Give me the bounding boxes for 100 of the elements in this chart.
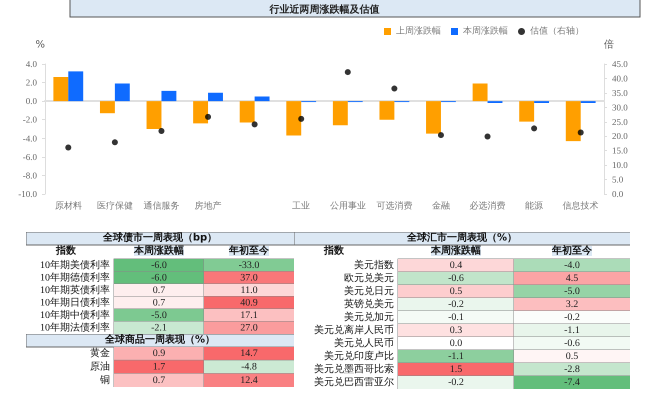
- y-tick-label: 美元兑人民币: [334, 337, 394, 349]
- x-tick-label: 信息技术: [562, 200, 599, 212]
- x-tick-label: 必选消费: [470, 200, 506, 212]
- chart-title: 行业近两周涨跌幅及估值: [268, 4, 380, 16]
- data-label: -4.8: [241, 362, 257, 372]
- data-label: 0.7: [152, 374, 166, 386]
- y-tick-label: 10年期日债利率: [40, 296, 110, 308]
- y-axis-title: %: [35, 40, 45, 50]
- data-label: -2.1: [151, 322, 167, 334]
- y2-tick-label: 5.0: [612, 174, 624, 185]
- y-tick-label: -6.0: [22, 152, 38, 162]
- data-label: 4.5: [566, 273, 578, 284]
- legend-label: 上周涨跌幅: [396, 26, 441, 36]
- y-tick-label: 欧元兑美元: [344, 272, 394, 284]
- x-tick-label: 本周涨跌幅: [430, 244, 481, 256]
- y-axis-title: 指数: [323, 244, 345, 256]
- data-label: -5.0: [564, 286, 580, 297]
- data-label: -33.0: [238, 260, 260, 271]
- data-label: 1.5: [450, 364, 462, 375]
- y2-tick-label: 35.0: [612, 88, 628, 98]
- data-label: -0.6: [564, 338, 580, 349]
- legend-label: 估值（右轴）: [530, 26, 584, 36]
- y-tick-label: 美元兑加元: [344, 311, 394, 323]
- y-tick-label: 10年期中债利率: [40, 308, 110, 321]
- y-tick-label: 0.0: [26, 96, 38, 106]
- chart-title: 全球债市一周表现（bp）: [102, 232, 218, 244]
- data-label: 0.5: [450, 286, 462, 297]
- x-tick-label: 能源: [525, 200, 544, 212]
- data-label: -6.0: [151, 260, 167, 271]
- y-tick-label: -10.0: [18, 189, 38, 199]
- data-label: 37.0: [240, 272, 258, 284]
- y-tick-label: 美元兑墨西哥比索: [314, 363, 394, 375]
- data-label: 0.9: [152, 348, 166, 360]
- data-label: 27.0: [240, 322, 258, 334]
- x-tick-label: 年初至今: [228, 244, 270, 256]
- data-label: 14.7: [240, 348, 258, 360]
- data-label: 12.4: [240, 374, 258, 386]
- y-tick-label: 10年期英债利率: [40, 284, 110, 296]
- data-label: 0.7: [152, 297, 166, 308]
- x-tick-label: 年初至今: [551, 244, 593, 256]
- y2-axis-title: 倍: [604, 38, 614, 50]
- data-label: -0.2: [448, 377, 464, 388]
- y-tick-label: 美元指数: [354, 259, 394, 271]
- y2-tick-label: 40.0: [612, 73, 628, 84]
- data-label: -7.4: [564, 377, 580, 388]
- chart-title: 全球汇市一周表现（%）: [406, 232, 518, 244]
- data-label: 17.1: [240, 310, 258, 321]
- data-label: -0.2: [564, 312, 580, 323]
- x-tick-label: 原材料: [54, 200, 82, 212]
- x-tick-label: 通信服务: [143, 200, 180, 212]
- data-label: 0.3: [450, 325, 462, 336]
- y-tick-label: 10年期德债利率: [40, 271, 110, 284]
- y2-tick-label: 45.0: [612, 59, 628, 69]
- y2-tick-label: 20.0: [612, 131, 628, 142]
- data-label: -2.8: [564, 364, 580, 375]
- y-tick-label: 美元兑印度卢比: [324, 350, 394, 362]
- x-tick-label: 本周涨跌幅: [133, 244, 184, 256]
- y-tick-label: 美元兑离岸人民币: [314, 324, 394, 336]
- data-label: -6.0: [151, 272, 167, 284]
- y2-tick-label: 0.0: [612, 189, 624, 199]
- y-tick-label: 黄金: [90, 347, 110, 360]
- data-label: 40.9: [240, 297, 258, 308]
- data-label: -0.6: [448, 273, 464, 284]
- data-label: 11.0: [240, 284, 258, 296]
- data-label: -0.2: [448, 299, 464, 310]
- x-tick-label: 金融: [432, 200, 450, 212]
- y-tick-label: 美元兑日元: [344, 285, 394, 297]
- data-label: 0.7: [152, 284, 166, 296]
- y2-tick-label: 30.0: [612, 102, 628, 112]
- y-tick-label: 4.0: [26, 59, 38, 69]
- data-label: 3.2: [566, 299, 578, 310]
- data-label: -0.1: [448, 312, 464, 323]
- y-tick-label: 10年期法债利率: [40, 321, 110, 334]
- y-axis-title: 指数: [55, 244, 77, 256]
- x-tick-label: 可选消费: [376, 200, 412, 212]
- y-tick-label: -8.0: [22, 170, 38, 180]
- x-tick-label: 医疗保健: [96, 200, 133, 212]
- y2-tick-label: 10.0: [612, 160, 628, 170]
- data-label: -4.0: [564, 260, 580, 271]
- x-tick-label: 工业: [292, 200, 310, 212]
- y-tick-label: 美元兑巴西雷亚尔: [314, 376, 394, 388]
- legend-label: 本周涨跌幅: [463, 26, 508, 36]
- y-tick-label: -2.0: [22, 114, 38, 125]
- data-label: 0.5: [566, 351, 578, 362]
- data-label: 1.7: [152, 362, 166, 372]
- x-tick-label: 房地产: [194, 200, 222, 212]
- y-tick-label: 英镑兑美元: [344, 298, 394, 310]
- y-tick-label: 原油: [90, 360, 110, 372]
- data-label: -1.1: [564, 325, 580, 336]
- data-label: -1.1: [448, 351, 464, 362]
- y-tick-label: 2.0: [26, 78, 38, 88]
- y2-tick-label: 15.0: [612, 146, 628, 156]
- data-label: 0.4: [450, 260, 462, 271]
- y-tick-label: 铜: [99, 374, 110, 386]
- chart-title: 全球商品一周表现（%）: [104, 334, 216, 346]
- x-tick-label: 公用事业: [330, 200, 366, 212]
- y-tick-label: 10年期美债利率: [40, 258, 110, 271]
- y2-tick-label: 25.0: [612, 116, 628, 127]
- data-label: 0.0: [450, 338, 462, 349]
- y-tick-label: -4.0: [22, 133, 38, 144]
